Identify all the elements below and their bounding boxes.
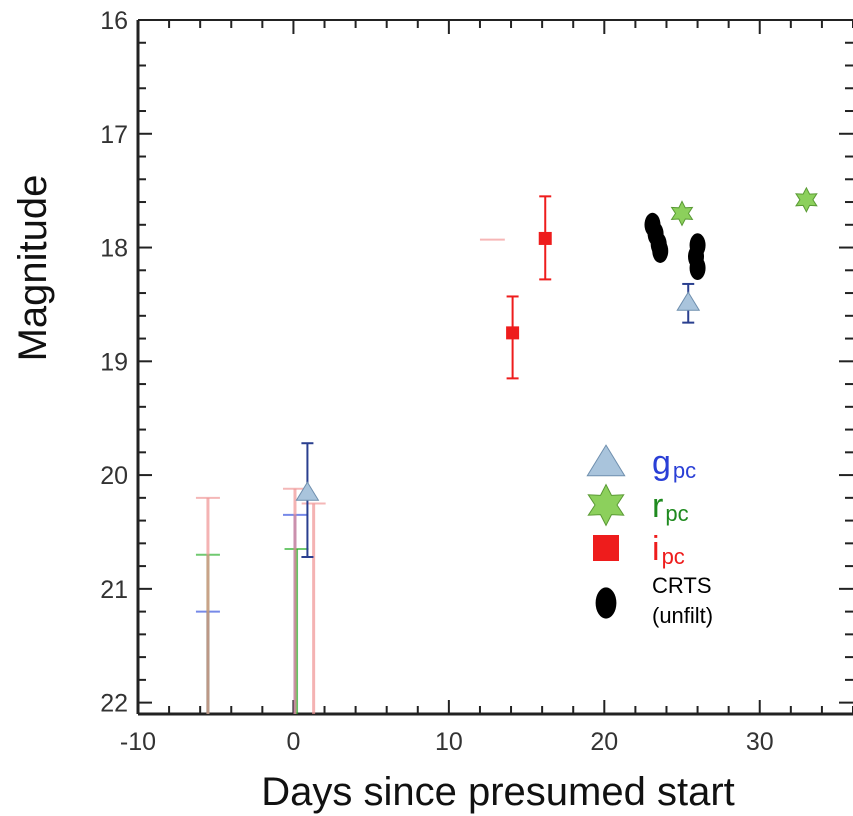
crts-marker	[595, 587, 617, 619]
r-marker	[670, 200, 694, 227]
x-tick-label: 20	[590, 728, 618, 756]
error-bars	[301, 195, 695, 558]
g-marker	[295, 481, 320, 501]
x-axis-title: Days since presumed start	[261, 770, 735, 814]
g-marker	[676, 291, 701, 311]
legend-sublabel-crts: (unfilt)	[652, 603, 713, 628]
y-tick-label: 16	[100, 7, 128, 35]
legend: gpc rpc ipc CRTS (unfilt)	[586, 444, 713, 628]
legend-label-r: rpc	[652, 487, 689, 526]
y-tick-label: 19	[100, 348, 128, 376]
i-marker	[506, 326, 520, 340]
x-axis-ticks: -10 0 10 20 30	[120, 20, 853, 756]
legend-subscript-g: pc	[673, 458, 696, 483]
legend-label-g: gpc	[652, 444, 696, 483]
g-marker	[586, 444, 626, 477]
i-marker	[538, 231, 552, 245]
r-marker	[587, 483, 625, 527]
x-tick-label: -10	[120, 728, 156, 756]
y-tick-label: 21	[100, 576, 128, 604]
y-tick-label: 20	[100, 462, 128, 490]
upper-limits	[195, 487, 326, 714]
y-tick-label: 18	[100, 235, 128, 263]
legend-subscript-i: pc	[662, 544, 685, 569]
y-axis-title: Magnitude	[11, 175, 55, 362]
axes-frame	[136, 19, 853, 716]
legend-label-i: ipc	[652, 530, 685, 569]
x-tick-label: 0	[286, 728, 300, 756]
legend-label-crts: CRTS	[652, 573, 712, 598]
x-tick-label: 10	[435, 728, 463, 756]
y-tick-label: 22	[100, 690, 128, 718]
legend-subscript-r: pc	[665, 501, 688, 526]
y-tick-label: 17	[100, 121, 128, 149]
crts-marker	[689, 256, 706, 281]
i-marker	[593, 535, 619, 561]
x-tick-label: 30	[746, 728, 774, 756]
r-marker	[795, 186, 818, 213]
crts-marker	[652, 238, 669, 263]
y-axis-ticks: 16 17 18 19 20 21 22	[100, 7, 853, 718]
data-points	[295, 186, 818, 501]
